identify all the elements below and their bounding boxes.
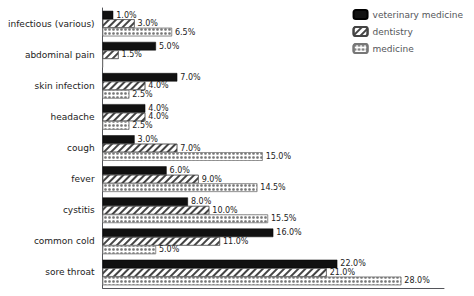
svg-text:common cold: common cold — [34, 236, 95, 246]
svg-text:2.5%: 2.5% — [132, 90, 153, 99]
svg-text:6.5%: 6.5% — [175, 28, 196, 37]
svg-text:28.0%: 28.0% — [404, 276, 430, 285]
svg-text:15.0%: 15.0% — [266, 152, 292, 161]
svg-text:cystitis: cystitis — [63, 205, 95, 215]
svg-text:4.0%: 4.0% — [148, 81, 169, 91]
svg-text:21.0%: 21.0% — [330, 268, 356, 277]
svg-text:10.0%: 10.0% — [212, 206, 238, 215]
svg-text:7.0%: 7.0% — [180, 73, 201, 82]
svg-text:medicine: medicine — [373, 44, 415, 54]
svg-text:veterinary medicine: veterinary medicine — [373, 10, 464, 20]
svg-text:infectious (various): infectious (various) — [8, 19, 95, 29]
svg-text:headache: headache — [50, 112, 95, 122]
svg-text:15.5%: 15.5% — [271, 214, 297, 223]
svg-text:4.0%: 4.0% — [148, 103, 169, 113]
svg-text:cough: cough — [67, 143, 95, 153]
svg-text:16.0%: 16.0% — [276, 228, 302, 237]
svg-text:8.0%: 8.0% — [191, 197, 212, 206]
svg-text:14.5%: 14.5% — [260, 183, 286, 192]
svg-text:5.0%: 5.0% — [159, 42, 180, 51]
svg-text:skin infection: skin infection — [35, 81, 95, 91]
svg-text:6.0%: 6.0% — [170, 166, 191, 175]
svg-text:2.5%: 2.5% — [132, 121, 153, 130]
svg-text:11.0%: 11.0% — [223, 237, 249, 246]
svg-text:5.0%: 5.0% — [159, 245, 180, 254]
svg-text:1.5%: 1.5% — [122, 50, 143, 59]
svg-text:9.0%: 9.0% — [202, 175, 223, 184]
svg-text:3.0%: 3.0% — [138, 19, 159, 28]
svg-text:4.0%: 4.0% — [148, 112, 169, 122]
svg-text:sore throat: sore throat — [45, 267, 95, 277]
svg-text:fever: fever — [71, 174, 95, 184]
svg-text:dentistry: dentistry — [373, 27, 414, 37]
svg-text:abdominal pain: abdominal pain — [25, 50, 95, 60]
svg-text:3.0%: 3.0% — [138, 135, 159, 144]
svg-text:1.0%: 1.0% — [116, 11, 137, 20]
svg-text:7.0%: 7.0% — [180, 144, 201, 153]
svg-text:22.0%: 22.0% — [340, 259, 366, 269]
